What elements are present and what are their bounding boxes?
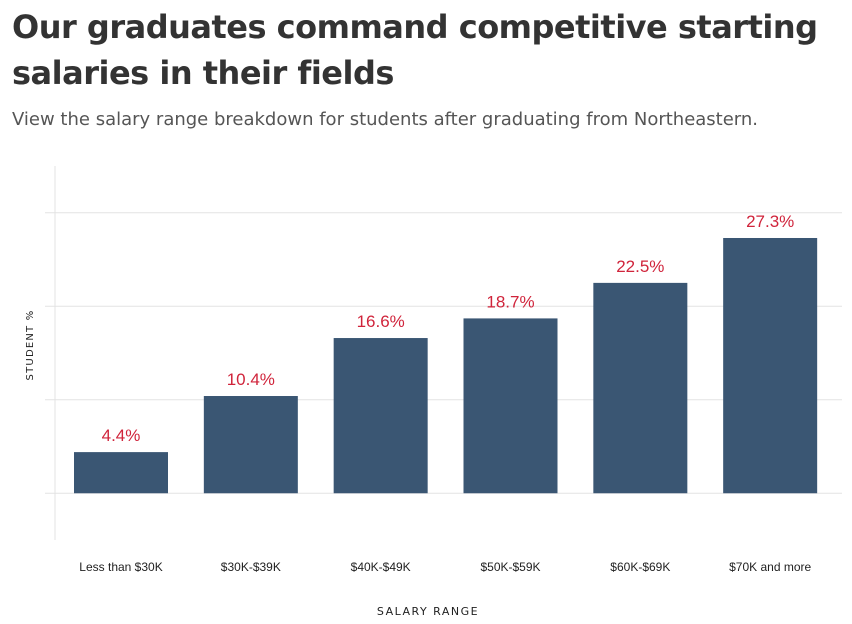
data-label: 4.4% [102, 426, 141, 445]
bar[interactable] [723, 237, 818, 494]
bar[interactable] [74, 452, 168, 494]
x-tick-label: $30K-$39K [221, 560, 281, 574]
data-labels: 4.4% 10.4% 16.6% 18.7% 22.5% 27.3% [102, 212, 795, 445]
x-tick-label: Less than $30K [79, 560, 162, 574]
bar[interactable] [463, 318, 558, 494]
x-tick-labels: Less than $30K $30K-$39K $40K-$49K $50K-$59… [79, 560, 811, 574]
gridlines [45, 212, 842, 494]
bar[interactable] [333, 338, 428, 494]
data-label: 22.5% [616, 257, 664, 276]
y-axis-label: STUDENT % [25, 310, 36, 381]
bar[interactable] [593, 282, 688, 494]
x-tick-label: $70K and more [729, 560, 811, 574]
x-tick-label: $40K-$49K [351, 560, 411, 574]
data-label: 27.3% [746, 212, 794, 231]
page-subtitle: View the salary range breakdown for stud… [12, 109, 759, 130]
x-axis-label: SALARY RANGE [377, 605, 479, 618]
bar[interactable] [203, 396, 298, 494]
x-tick-label: $60K-$69K [610, 560, 670, 574]
x-tick-label: $50K-$59K [480, 560, 540, 574]
data-label: 10.4% [227, 370, 275, 389]
data-label: 16.6% [357, 312, 405, 331]
page-title: Our graduates command competitive starti… [12, 8, 818, 92]
bars [74, 237, 818, 494]
data-label: 18.7% [486, 292, 534, 311]
